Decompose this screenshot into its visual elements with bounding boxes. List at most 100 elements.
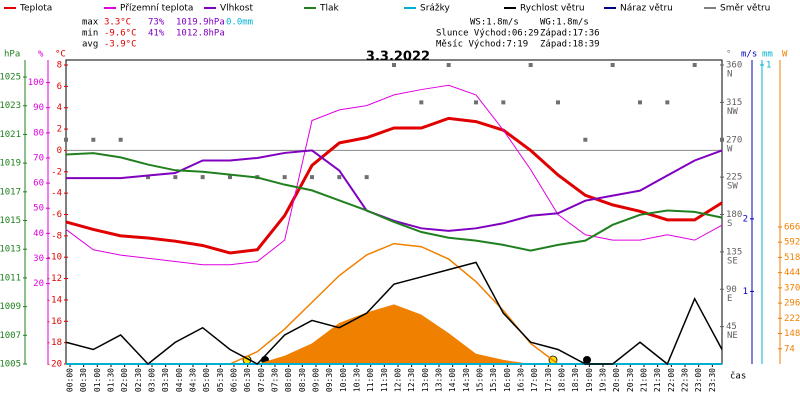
x-tick-label: 00:00 (66, 368, 75, 392)
direction-point (364, 175, 369, 180)
x-tick-label: 10:00 (339, 368, 348, 392)
direction-point (91, 137, 96, 142)
x-tick-label: 18:30 (571, 368, 580, 392)
series-line (65, 152, 723, 252)
legend-label: Teplota (19, 4, 52, 14)
direction-point (474, 100, 478, 105)
y-tick-label: 70 (33, 153, 44, 163)
unit: % (38, 50, 44, 60)
x-tick-label: 02:00 (120, 368, 129, 392)
x-tick-label: 21:30 (653, 368, 662, 392)
x-tick-label: 14:00 (448, 368, 457, 392)
y-tick-label: 1025 (0, 73, 21, 83)
unit: °C (55, 50, 66, 60)
direction-point (501, 100, 506, 105)
x-tick-label: 01:00 (93, 368, 102, 392)
x-tick-label: 16:00 (503, 368, 512, 392)
y-tick-label: 592 (784, 238, 800, 248)
series-line (65, 84, 723, 266)
y-tick-label: 360 (726, 61, 742, 71)
series-line (65, 261, 723, 366)
chart-title: 3.3.2022 (366, 50, 430, 65)
x-tick-label: 11:00 (366, 368, 375, 392)
y-tick-label: 222 (784, 314, 800, 324)
legend-label: Vlhkost (220, 4, 253, 14)
stat-text: 73% (148, 18, 165, 28)
y-tick-label: 40 (33, 229, 44, 239)
y-tick-label: 74 (784, 344, 795, 354)
y-tick-label: 60 (33, 179, 44, 189)
y-tick-label: 180 (726, 210, 742, 220)
y-tick-label: 2 (743, 214, 748, 224)
y-tick-label: 50 (33, 204, 44, 214)
direction-point (528, 63, 533, 67)
x-tick-label: 01:30 (107, 368, 116, 392)
x-tick-label: 23:00 (694, 368, 703, 392)
x-tick-label: 17:30 (544, 368, 553, 392)
stat-text: 0.0mm (226, 18, 253, 28)
direction-point (146, 175, 150, 180)
x-tick-label: 05:30 (216, 368, 225, 392)
stat-text: -3.9°C (104, 40, 137, 50)
y-tick-label: 225 (726, 173, 742, 183)
x-tick-label: 18:00 (558, 368, 567, 392)
x-tick-label: 08:30 (298, 368, 307, 392)
direction-point (392, 63, 396, 67)
x-tick-label: 06:30 (243, 368, 252, 392)
y-tick-label: 90 (33, 103, 44, 113)
stat-text: min (82, 29, 98, 39)
direction-point (720, 137, 724, 142)
x-tick-label: 15:00 (476, 368, 485, 392)
y-tick-label: 20 (33, 279, 44, 289)
compass-label: S (727, 219, 732, 229)
y-tick-label: -8 (51, 231, 62, 241)
y-tick-label: 444 (784, 268, 800, 278)
stat-text: -9.6°C (104, 29, 137, 39)
legend-label: Srážky (420, 4, 451, 14)
stat-text: 1019.9hPa (176, 18, 225, 28)
series-line (65, 116, 723, 255)
info-text: Slunce Východ:06:29 (436, 29, 539, 39)
y-tick-label: 1017 (0, 187, 21, 197)
unit: W (782, 50, 788, 60)
y-tick-label: 100 (28, 78, 44, 88)
y-tick-label: 80 (33, 128, 44, 138)
x-tick-label: 13:00 (421, 368, 430, 392)
stat-text: max (82, 18, 99, 28)
y-tick-label: 6 (57, 82, 62, 92)
stat-text: avg (82, 40, 98, 50)
y-tick-label: 148 (784, 329, 800, 339)
x-tick-label: 03:30 (161, 368, 170, 392)
y-tick-label: 1 (766, 61, 771, 71)
y-tick-label: 296 (784, 299, 800, 309)
direction-point (638, 100, 642, 105)
y-tick-label: 2 (57, 125, 62, 135)
direction-point (419, 100, 424, 105)
x-tick-label: 12:00 (394, 368, 403, 392)
unit: m/s (741, 50, 757, 60)
x-tick-label: 04:30 (189, 368, 198, 392)
y-tick-label: 315 (726, 98, 742, 108)
y-tick-label: 1013 (0, 245, 21, 255)
unit: hPa (4, 50, 20, 60)
compass-label: E (727, 294, 732, 304)
y-tick-label: -20 (46, 360, 62, 370)
y-tick-label: 666 (784, 222, 800, 232)
direction-point (665, 100, 670, 105)
x-tick-label: 12:30 (407, 368, 416, 392)
direction-point (556, 100, 560, 105)
x-axis-label: čas (730, 371, 746, 382)
x-tick-label: 16:30 (517, 368, 526, 392)
y-tick-label: -14 (46, 295, 62, 305)
x-tick-label: 13:30 (435, 368, 444, 392)
x-tick-label: 00:30 (79, 368, 88, 392)
stat-text: 1012.8hPa (176, 29, 225, 39)
direction-point (692, 63, 697, 67)
compass-label: SE (727, 256, 738, 266)
unit: mm (762, 50, 773, 60)
legend-label: Směr větru (720, 4, 770, 14)
x-tick-label: 20:00 (612, 368, 621, 392)
x-tick-label: 22:00 (667, 368, 676, 392)
